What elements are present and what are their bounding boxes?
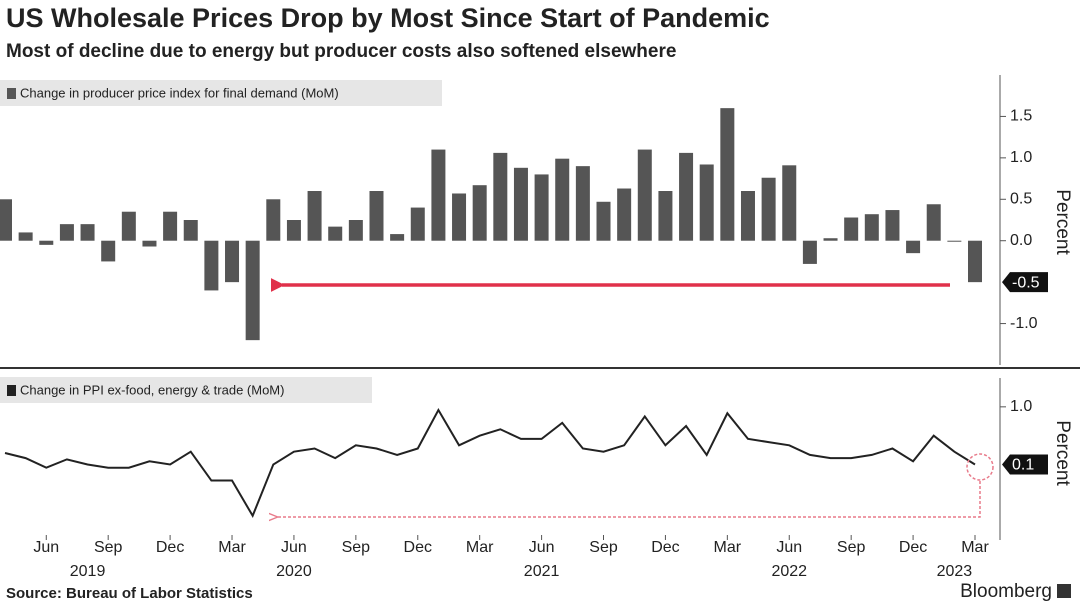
bar	[906, 240, 921, 254]
x-year-label: 2021	[524, 563, 560, 580]
annotation-arrow	[276, 481, 981, 517]
value-label: 0.1	[1012, 457, 1034, 474]
x-tick-label: Sep	[837, 539, 866, 556]
bar	[245, 240, 260, 341]
x-tick-label: Jun	[776, 539, 802, 556]
bar	[348, 220, 363, 241]
source: Source: Bureau of Labor Statistics	[6, 585, 253, 602]
x-tick-label: Dec	[404, 539, 432, 556]
value-label: -0.5	[1012, 274, 1040, 291]
bar	[18, 232, 33, 241]
bar	[802, 240, 817, 264]
brand: Bloomberg	[960, 581, 1052, 602]
x-tick-label: Sep	[94, 539, 123, 556]
line	[4, 407, 976, 519]
bar	[328, 226, 343, 241]
bar	[947, 240, 962, 242]
bar	[968, 240, 982, 283]
bar	[534, 174, 549, 241]
legend-swatch	[7, 385, 16, 396]
bar	[493, 152, 508, 241]
bar	[142, 240, 157, 247]
x-year-label: 2020	[276, 563, 312, 580]
x-tick-label: Mar	[714, 539, 742, 556]
bar	[39, 240, 54, 245]
x-tick-label: Mar	[218, 539, 246, 556]
bar	[637, 149, 652, 241]
legend-label: Change in PPI ex-food, energy & trade (M…	[20, 382, 284, 397]
x-tick-label: Dec	[651, 539, 679, 556]
bar	[121, 211, 136, 241]
y-tick-label: 1.0	[1010, 149, 1032, 166]
x-tick-label: Jun	[281, 539, 307, 556]
x-tick-label: Jun	[529, 539, 555, 556]
y-tick-label: 1.5	[1010, 108, 1032, 125]
y-tick-label: 0.0	[1010, 232, 1032, 249]
bar	[617, 188, 632, 241]
subtitle: Most of decline due to energy but produc…	[6, 41, 676, 62]
y-tick-label: -1.0	[1010, 315, 1038, 332]
bar	[452, 193, 467, 241]
legend-label: Change in producer price index for final…	[20, 85, 339, 100]
legend-box	[0, 377, 372, 403]
bar	[864, 214, 879, 241]
bar	[307, 191, 322, 241]
bar	[225, 240, 240, 283]
y-tick-label: 0.5	[1010, 191, 1032, 208]
x-tick-label: Mar	[961, 539, 989, 556]
x-tick-label: Jun	[33, 539, 59, 556]
bar	[926, 204, 941, 241]
legend-swatch	[7, 88, 16, 99]
bar	[596, 201, 611, 241]
x-year-label: 2023	[937, 563, 973, 580]
bar	[204, 240, 219, 291]
bar	[699, 164, 714, 241]
bar	[658, 191, 673, 241]
bar	[163, 211, 178, 241]
title: US Wholesale Prices Drop by Most Since S…	[6, 3, 770, 33]
bar	[390, 234, 405, 241]
value-tag	[1002, 454, 1048, 475]
bar	[555, 158, 570, 241]
x-tick-label: Sep	[342, 539, 371, 556]
bar	[720, 108, 735, 241]
bar	[410, 207, 425, 241]
legend-box	[0, 80, 442, 106]
value-tag	[1002, 272, 1048, 293]
bar	[885, 210, 900, 241]
bar	[513, 167, 528, 241]
bar	[431, 149, 446, 241]
x-tick-label: Mar	[466, 539, 494, 556]
bar	[761, 177, 776, 241]
brand-icon	[1057, 584, 1071, 598]
bar	[286, 220, 301, 241]
y-axis-label: Percent	[1052, 420, 1073, 486]
y-tick-label: 1.0	[1010, 398, 1032, 415]
bar	[679, 152, 694, 241]
bar	[575, 166, 590, 241]
bar	[844, 217, 859, 241]
bar	[782, 165, 797, 241]
x-tick-label: Dec	[156, 539, 184, 556]
bar	[472, 185, 487, 241]
annotation-circle	[966, 453, 994, 481]
x-tick-label: Sep	[589, 539, 618, 556]
bar	[0, 199, 12, 241]
y-axis-label: Percent	[1052, 189, 1073, 255]
bar	[266, 199, 281, 241]
x-tick-label: Dec	[899, 539, 927, 556]
bar	[740, 191, 755, 241]
bar	[369, 191, 384, 241]
bar	[101, 240, 116, 262]
bar	[59, 224, 74, 241]
bar	[183, 220, 198, 241]
bar	[80, 224, 95, 241]
bar	[823, 238, 838, 241]
x-year-label: 2019	[70, 563, 106, 580]
x-year-label: 2022	[771, 563, 807, 580]
